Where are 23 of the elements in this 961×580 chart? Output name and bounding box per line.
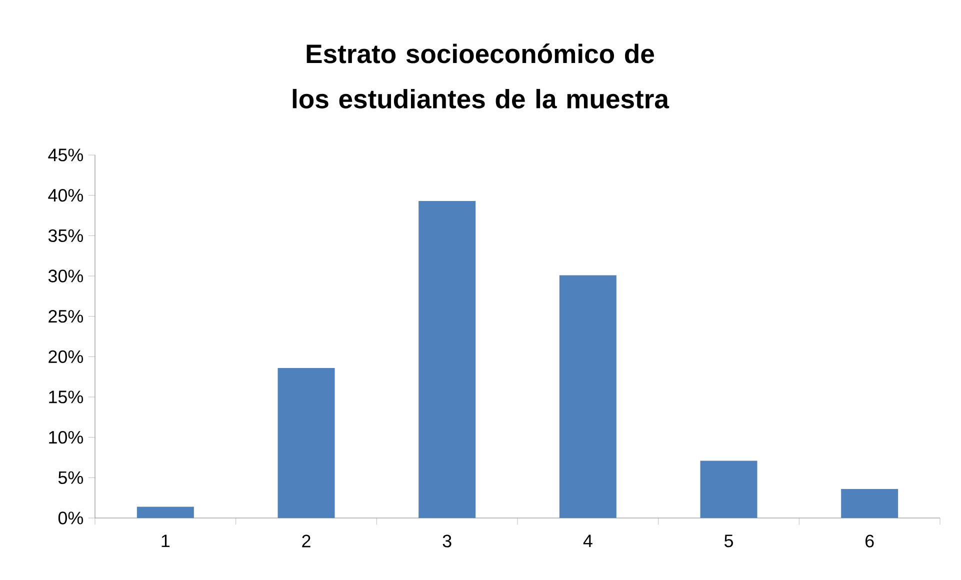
y-tick-label: 40% xyxy=(48,188,83,202)
chart-title: Estrato socioeconómico de los estudiantes de la muestra xyxy=(292,44,670,108)
y-tick-label: 0% xyxy=(58,512,84,524)
y-tick-label: 30% xyxy=(48,270,83,282)
bar xyxy=(700,460,758,518)
x-tick-label: 3 xyxy=(442,534,452,548)
y-tick-label: 35% xyxy=(48,229,83,242)
x-tick-label: 2 xyxy=(302,534,310,548)
x-tick-label: 6 xyxy=(866,534,874,548)
bar xyxy=(418,200,476,518)
y-tick-label: 15% xyxy=(49,390,83,404)
y-tick-label: 45% xyxy=(48,148,83,162)
y-tick-label: 20% xyxy=(48,350,83,364)
bar xyxy=(559,275,616,518)
bar xyxy=(136,506,194,518)
x-tick-label: 4 xyxy=(583,534,592,548)
x-tick-label: 1 xyxy=(162,534,170,548)
x-tick-label: 5 xyxy=(724,534,733,548)
y-tick-label: 10% xyxy=(49,430,83,444)
bar xyxy=(278,368,335,518)
y-tick-label: 5% xyxy=(58,471,84,484)
bar xyxy=(841,488,898,518)
y-tick-label: 25% xyxy=(48,310,83,323)
